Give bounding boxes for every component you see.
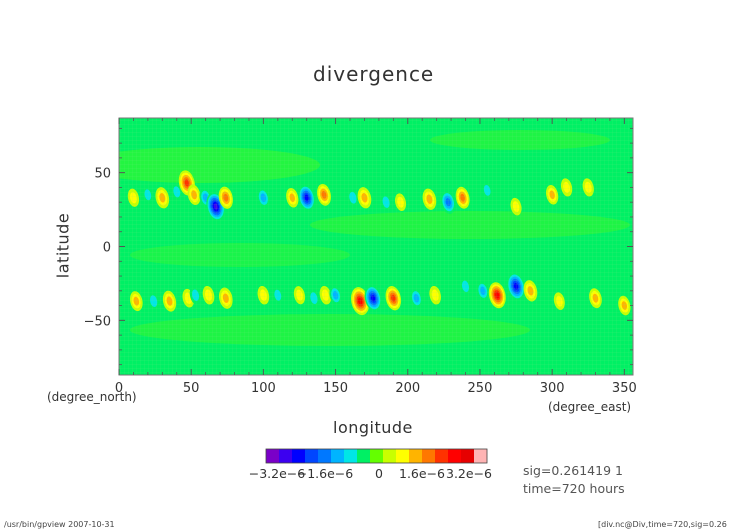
colorbar-swatch: [331, 449, 345, 463]
colorbar-swatch: [305, 449, 319, 463]
x-tick-label: 150: [323, 381, 348, 396]
x-axis-unit: (degree_east): [548, 400, 632, 414]
colorbar-swatch: [409, 449, 423, 463]
x-tick-label: 50: [183, 381, 200, 396]
colorbar-label: 0: [375, 466, 383, 481]
colorbar-swatch: [266, 449, 280, 463]
footer-left: /usr/bin/gpview 2007-10-31: [4, 520, 115, 529]
colorbar-swatch: [292, 449, 306, 463]
x-tick-label: 0: [115, 381, 123, 396]
colorbar-label: 1.6e−6: [399, 466, 445, 481]
colorbar-swatch: [435, 449, 449, 463]
time-info: time=720 hours: [523, 481, 625, 496]
colorbar-swatch: [318, 449, 332, 463]
y-axis-label: latitude: [53, 212, 73, 279]
colorbar-swatch: [357, 449, 371, 463]
colorbar-label: 3.2e−6: [446, 466, 492, 481]
colorbar-swatch: [474, 449, 488, 463]
footer-right: [div.nc@Div,time=720,sig=0.26: [598, 520, 727, 529]
colorbar-label: −1.6e−6: [297, 466, 354, 481]
x-axis-label: longitude: [333, 418, 413, 437]
x-tick-label: 350: [612, 381, 637, 396]
x-tick-label: 250: [468, 381, 493, 396]
colorbar-swatch: [383, 449, 397, 463]
x-tick-label: 100: [251, 381, 276, 396]
colorbar-frame: [265, 448, 488, 464]
colorbar-swatch: [422, 449, 436, 463]
colorbar-swatch: [279, 449, 293, 463]
colorbar-swatch: [461, 449, 475, 463]
y-axis-unit: (degree_north): [47, 390, 137, 404]
x-tick-label: 200: [395, 381, 420, 396]
colorbar-swatch: [396, 449, 410, 463]
colorbar-swatch: [370, 449, 384, 463]
y-tick-label: −50: [84, 314, 111, 329]
y-tick-label: 0: [103, 241, 111, 256]
colorbar-swatch: [344, 449, 358, 463]
x-tick-label: 300: [540, 381, 565, 396]
sigma-info: sig=0.261419 1: [523, 463, 623, 478]
colorbar-label: −3.2e−6: [249, 466, 306, 481]
grid-overlay: [119, 118, 633, 375]
chart-title: divergence: [313, 62, 435, 86]
y-tick-label: 50: [94, 167, 111, 182]
colorbar-swatch: [448, 449, 462, 463]
